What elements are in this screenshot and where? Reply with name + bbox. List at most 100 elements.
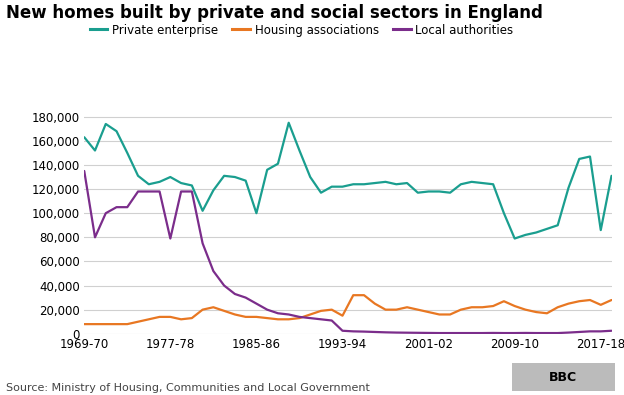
Local authorities xyxy=(349,329,357,334)
Housing associations xyxy=(177,317,185,322)
Private enterprise xyxy=(296,148,303,153)
Housing associations xyxy=(253,314,260,319)
Housing associations xyxy=(500,299,508,304)
Text: Source: Ministry of Housing, Communities and Local Government: Source: Ministry of Housing, Communities… xyxy=(6,383,370,393)
Housing associations xyxy=(544,311,551,316)
Private enterprise xyxy=(124,150,131,155)
Housing associations xyxy=(608,298,615,303)
Housing associations xyxy=(274,317,281,322)
Local authorities xyxy=(403,330,411,335)
Local authorities xyxy=(296,314,303,319)
Housing associations xyxy=(532,310,540,314)
Local authorities xyxy=(113,205,120,209)
Private enterprise xyxy=(425,189,432,194)
Local authorities xyxy=(436,331,443,335)
Private enterprise xyxy=(102,122,109,126)
Local authorities xyxy=(371,329,379,334)
Private enterprise xyxy=(285,120,293,125)
Private enterprise xyxy=(220,173,228,178)
Local authorities xyxy=(597,329,605,334)
Private enterprise xyxy=(500,211,508,216)
Private enterprise xyxy=(414,190,422,195)
Private enterprise xyxy=(403,181,411,185)
Housing associations xyxy=(489,304,497,308)
Housing associations xyxy=(565,301,572,306)
Local authorities xyxy=(220,283,228,288)
Private enterprise xyxy=(134,173,142,178)
Legend: Private enterprise, Housing associations, Local authorities: Private enterprise, Housing associations… xyxy=(90,24,514,36)
Private enterprise xyxy=(489,182,497,186)
Local authorities xyxy=(532,331,540,335)
Private enterprise xyxy=(468,179,475,184)
Private enterprise xyxy=(80,135,88,139)
Line: Local authorities: Local authorities xyxy=(84,171,612,333)
Private enterprise xyxy=(522,233,529,237)
Housing associations xyxy=(457,307,465,312)
Private enterprise xyxy=(113,129,120,134)
Local authorities xyxy=(306,316,314,320)
Housing associations xyxy=(349,293,357,297)
Local authorities xyxy=(253,301,260,306)
Local authorities xyxy=(274,311,281,316)
Local authorities xyxy=(479,331,486,335)
Local authorities xyxy=(500,331,508,335)
Housing associations xyxy=(436,312,443,317)
Local authorities xyxy=(587,329,594,334)
Housing associations xyxy=(124,322,131,327)
Private enterprise xyxy=(544,226,551,231)
Private enterprise xyxy=(263,167,271,172)
Local authorities xyxy=(328,318,336,323)
Local authorities xyxy=(285,312,293,317)
Private enterprise xyxy=(231,175,238,179)
Private enterprise xyxy=(608,173,615,178)
Private enterprise xyxy=(210,188,217,193)
Local authorities xyxy=(544,331,551,335)
Housing associations xyxy=(296,316,303,320)
Local authorities xyxy=(199,241,207,246)
Private enterprise xyxy=(317,190,324,195)
Local authorities xyxy=(489,331,497,335)
Housing associations xyxy=(587,298,594,303)
Housing associations xyxy=(511,304,519,308)
Housing associations xyxy=(360,293,368,297)
Local authorities xyxy=(468,331,475,335)
Line: Private enterprise: Private enterprise xyxy=(84,123,612,239)
Housing associations xyxy=(468,305,475,310)
Housing associations xyxy=(285,317,293,322)
Local authorities xyxy=(414,331,422,335)
Local authorities xyxy=(156,189,163,194)
Local authorities xyxy=(210,269,217,273)
Local authorities xyxy=(446,331,454,335)
Housing associations xyxy=(479,305,486,310)
Private enterprise xyxy=(156,179,163,184)
Private enterprise xyxy=(253,211,260,216)
Local authorities xyxy=(392,330,400,335)
Housing associations xyxy=(414,307,422,312)
Local authorities xyxy=(425,331,432,335)
Local authorities xyxy=(177,189,185,194)
Private enterprise xyxy=(360,182,368,186)
Local authorities xyxy=(511,331,519,335)
Local authorities xyxy=(317,317,324,322)
Local authorities xyxy=(102,211,109,216)
Private enterprise xyxy=(328,184,336,189)
Text: BBC: BBC xyxy=(549,371,577,384)
Housing associations xyxy=(554,305,562,310)
Private enterprise xyxy=(565,186,572,190)
Private enterprise xyxy=(479,181,486,185)
Housing associations xyxy=(134,319,142,324)
Housing associations xyxy=(188,316,195,320)
Housing associations xyxy=(263,316,271,320)
Private enterprise xyxy=(511,236,519,241)
Private enterprise xyxy=(306,175,314,179)
Housing associations xyxy=(328,307,336,312)
Local authorities xyxy=(565,330,572,335)
Housing associations xyxy=(91,322,99,327)
Local authorities xyxy=(231,292,238,296)
Private enterprise xyxy=(446,190,454,195)
Local authorities xyxy=(188,189,195,194)
Housing associations xyxy=(597,303,605,307)
Housing associations xyxy=(80,322,88,327)
Private enterprise xyxy=(382,179,389,184)
Local authorities xyxy=(124,205,131,209)
